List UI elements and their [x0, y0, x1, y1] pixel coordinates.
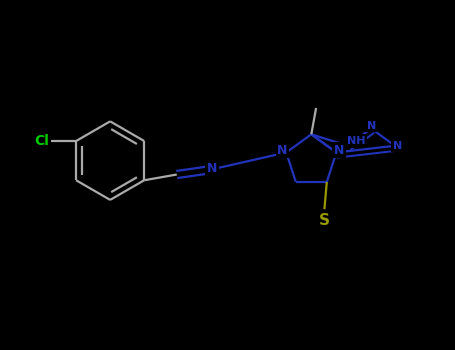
Text: N: N	[277, 144, 288, 156]
Text: N: N	[367, 121, 376, 131]
Text: S: S	[319, 213, 330, 228]
Text: NH: NH	[347, 136, 365, 146]
Text: N: N	[207, 162, 217, 175]
Text: N: N	[334, 144, 344, 156]
Text: N: N	[393, 141, 402, 151]
Text: Cl: Cl	[34, 134, 49, 148]
